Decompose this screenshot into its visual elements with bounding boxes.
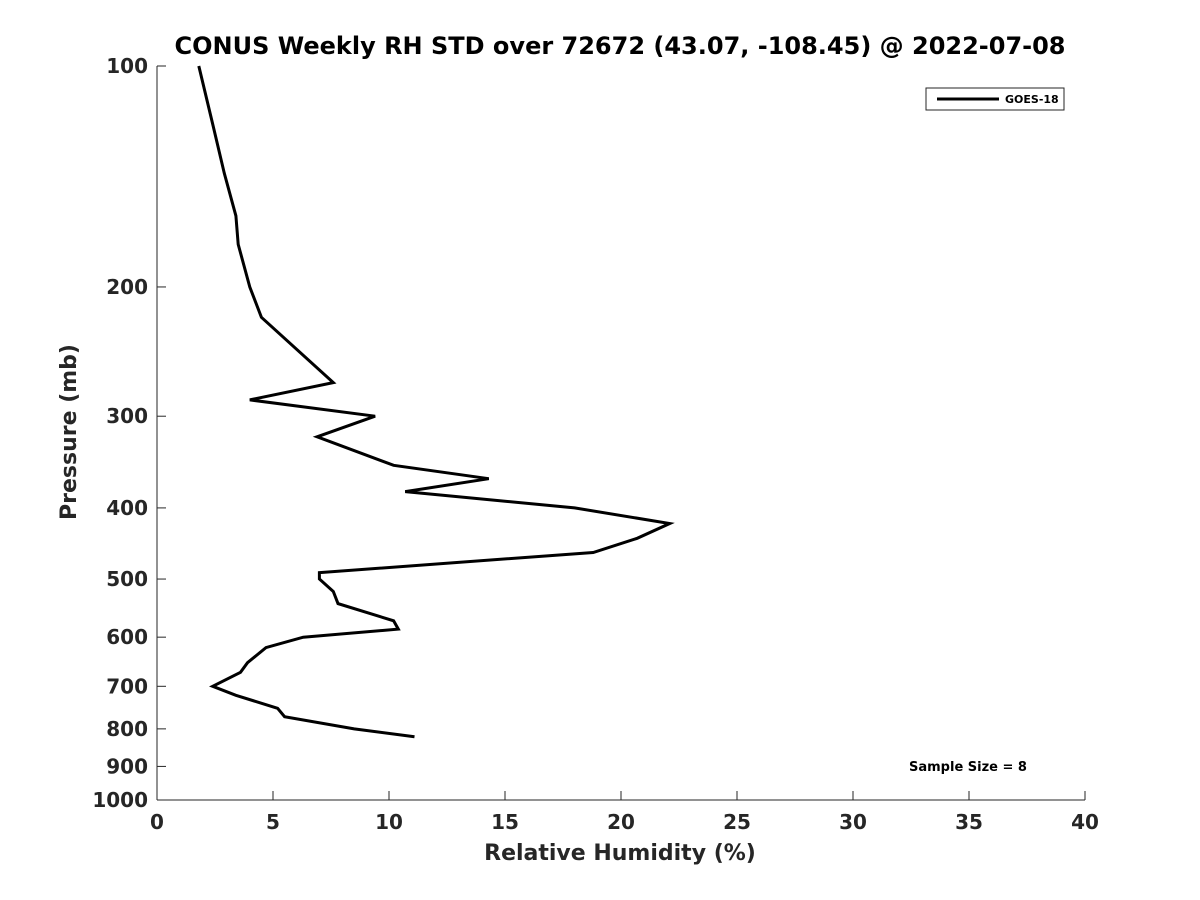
- x-tick-label: 5: [266, 810, 280, 834]
- x-tick-label: 15: [491, 810, 519, 834]
- y-axis-ticks: 100 200 300 400 500 600 700 800 900 1000: [92, 54, 166, 812]
- y-tick-label: 600: [106, 625, 148, 649]
- x-axis-label: Relative Humidity (%): [484, 841, 756, 866]
- x-tick-label: 25: [723, 810, 751, 834]
- legend-label: GOES-18: [1005, 93, 1059, 106]
- y-tick-label: 800: [106, 717, 148, 741]
- y-tick-label: 900: [106, 754, 148, 778]
- x-axis-ticks: 0 5 10 15 20 25 30 35 40: [150, 791, 1099, 834]
- y-tick-label: 700: [106, 674, 148, 698]
- chart-title: CONUS Weekly RH STD over 72672 (43.07, -…: [174, 32, 1065, 60]
- y-axis-label: Pressure (mb): [57, 344, 82, 520]
- series-layer: [197, 65, 675, 739]
- x-tick-label: 35: [955, 810, 983, 834]
- legend: GOES-18: [925, 87, 1065, 111]
- y-tick-label: 500: [106, 567, 148, 591]
- y-tick-label: 100: [106, 54, 148, 78]
- x-tick-label: 40: [1071, 810, 1099, 834]
- x-tick-label: 30: [839, 810, 867, 834]
- x-tick-label: 10: [375, 810, 403, 834]
- y-tick-label: 400: [106, 496, 148, 520]
- axes: [156, 66, 1085, 801]
- series-line-0: [197, 65, 675, 739]
- y-tick-label: 300: [106, 404, 148, 428]
- sample-size-annotation: Sample Size = 8: [909, 760, 1027, 775]
- x-tick-label: 20: [607, 810, 635, 834]
- y-tick-label: 1000: [92, 788, 148, 812]
- y-tick-label: 200: [106, 275, 148, 299]
- x-tick-label: 0: [150, 810, 164, 834]
